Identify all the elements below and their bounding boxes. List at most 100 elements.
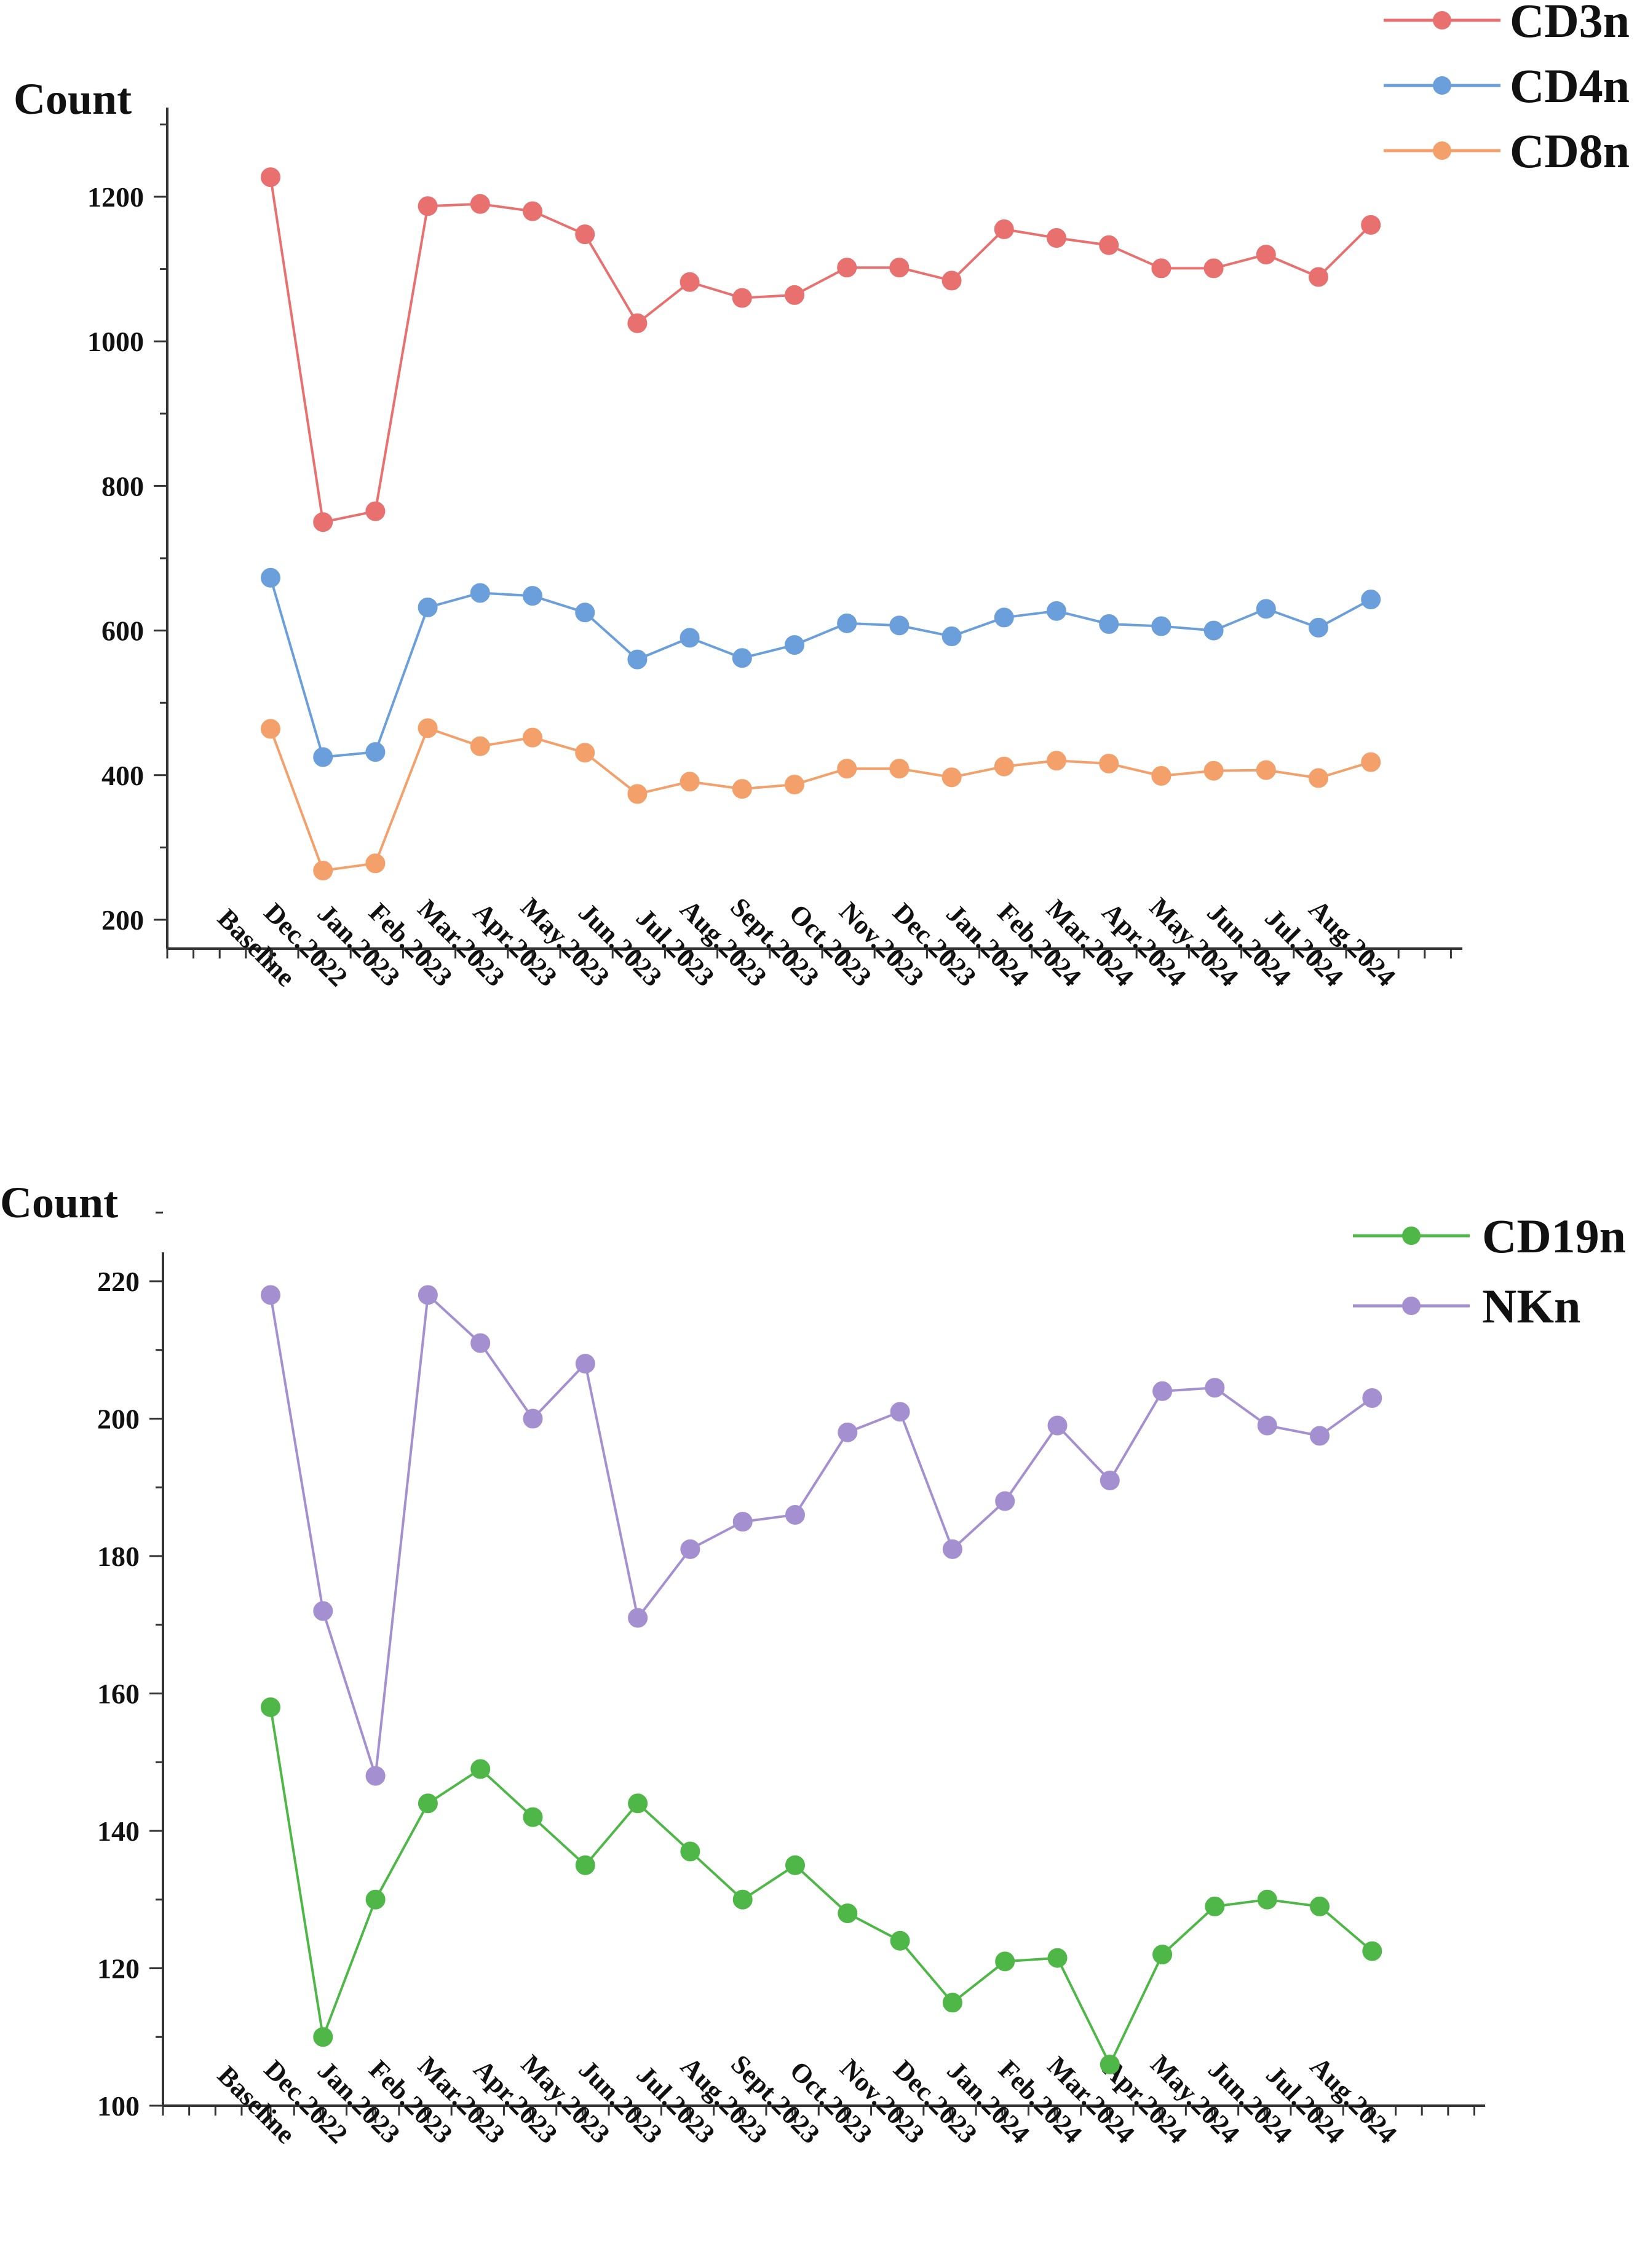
legend-marker: [1433, 76, 1451, 95]
data-point: [1100, 1471, 1120, 1491]
data-point: [1362, 1941, 1382, 1961]
data-point: [627, 649, 648, 670]
series-NKn: [261, 1285, 1382, 1786]
data-point: [1257, 1415, 1277, 1436]
data-point: [628, 1608, 648, 1628]
data-point: [942, 1993, 962, 2013]
data-point: [1203, 258, 1224, 279]
data-point: [365, 1766, 386, 1786]
data-point: [889, 759, 910, 779]
series-line: [269, 1707, 1373, 2066]
data-point: [1361, 590, 1381, 610]
data-point: [523, 586, 542, 606]
data-point: [732, 1889, 753, 1910]
data-point: [837, 759, 857, 779]
y-tick-label: 200: [97, 1404, 140, 1435]
legend-label: CD4n: [1510, 59, 1630, 113]
data-point: [575, 603, 595, 623]
data-point: [523, 1807, 543, 1827]
data-point: [994, 219, 1014, 239]
data-point: [1151, 258, 1171, 279]
y-tick-label: 600: [101, 615, 144, 647]
data-point: [470, 1333, 491, 1353]
data-point: [1047, 751, 1066, 771]
data-point: [785, 1504, 805, 1525]
data-point: [1099, 753, 1119, 773]
data-point: [1047, 1415, 1068, 1436]
data-point: [575, 1855, 595, 1875]
data-point: [680, 1841, 700, 1862]
series-CD4n: [261, 567, 1381, 767]
data-point: [1100, 2054, 1120, 2074]
chart-top-t-cells: 20040060080010001200CountBaselineDec.202…: [14, 0, 1630, 992]
data-point: [1361, 752, 1381, 772]
data-point: [627, 784, 648, 804]
data-point: [1361, 215, 1381, 235]
y-tick-label: 220: [97, 1266, 140, 1297]
data-point: [365, 501, 386, 521]
data-point: [889, 258, 910, 278]
data-point: [418, 196, 438, 216]
data-point: [1362, 1388, 1382, 1408]
y-axis-title: Count: [14, 74, 132, 124]
data-point: [418, 1793, 438, 1814]
data-point: [313, 747, 333, 767]
data-point: [994, 607, 1014, 628]
data-point: [261, 1285, 280, 1305]
data-point: [261, 719, 280, 739]
legend-label: CD19n: [1482, 1209, 1626, 1263]
data-point: [837, 613, 857, 633]
data-point: [628, 1793, 648, 1814]
data-point: [680, 1539, 700, 1559]
y-tick-label: 800: [101, 470, 144, 502]
data-point: [889, 615, 910, 636]
y-tick-label: 120: [97, 1953, 140, 1985]
data-point: [995, 1491, 1015, 1511]
y-tick-label: 1000: [87, 326, 144, 357]
data-point: [890, 1930, 910, 1951]
data-point: [313, 2027, 333, 2047]
data-point: [732, 288, 752, 308]
data-point: [941, 271, 962, 291]
data-point: [313, 861, 333, 881]
data-point: [890, 1402, 910, 1422]
data-point: [838, 1422, 858, 1442]
data-point: [838, 1903, 858, 1924]
legend-label: CD3n: [1510, 0, 1630, 47]
data-point: [1256, 760, 1276, 780]
series-CD3n: [261, 167, 1381, 532]
data-point: [1152, 1945, 1173, 1965]
data-point: [1309, 617, 1328, 638]
series-line: [269, 727, 1371, 872]
data-point: [575, 743, 595, 763]
data-point: [732, 648, 752, 668]
data-point: [575, 224, 595, 245]
y-tick-label: 100: [97, 2090, 140, 2122]
data-point: [1047, 228, 1066, 248]
data-point: [785, 285, 804, 305]
data-point: [365, 853, 386, 874]
data-point: [994, 756, 1014, 776]
data-point: [365, 1889, 386, 1910]
legend-label: NKn: [1482, 1279, 1580, 1333]
data-point: [1203, 761, 1224, 781]
chart-bottom-b-nk-cells: 100120140160180200220CountBaselineDec.20…: [0, 1178, 1626, 2149]
data-point: [1256, 245, 1276, 265]
data-point: [470, 1759, 491, 1779]
data-point: [418, 597, 438, 617]
data-point: [1203, 620, 1224, 641]
data-point: [470, 736, 490, 756]
data-point: [1310, 1896, 1330, 1916]
data-point: [837, 258, 857, 278]
y-tick-label: 400: [101, 760, 144, 791]
y-tick-label: 180: [97, 1541, 140, 1572]
data-point: [680, 628, 700, 648]
data-point: [261, 1697, 280, 1717]
data-point: [785, 1855, 805, 1875]
data-point: [1099, 235, 1119, 255]
series-CD19n: [261, 1697, 1382, 2074]
data-point: [785, 775, 804, 795]
y-axis-title: Count: [0, 1178, 118, 1227]
data-point: [941, 626, 962, 647]
data-point: [470, 194, 490, 214]
